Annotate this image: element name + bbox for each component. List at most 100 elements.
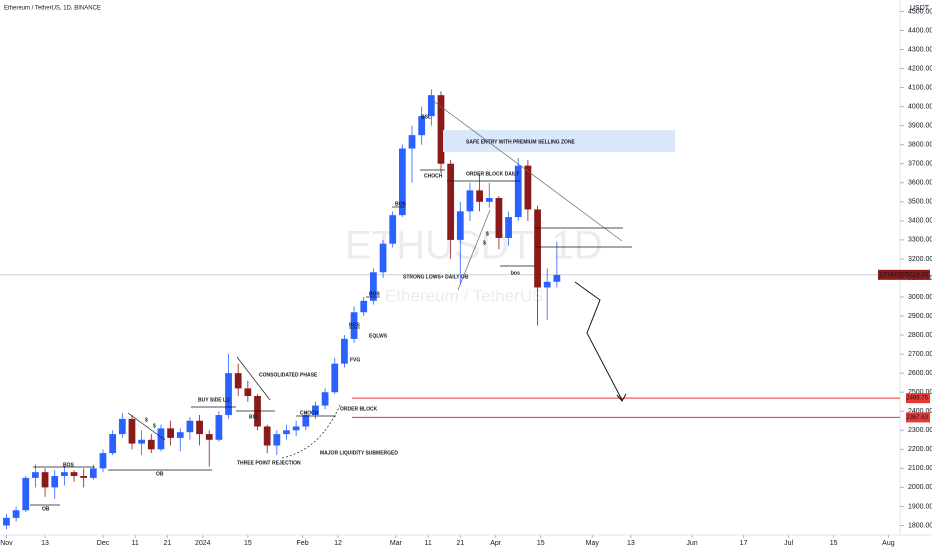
annotation: SAFE ENTRY WITH PREMIUM SELLING ZONE (466, 139, 576, 145)
y-tick-label: 2700.00 (908, 351, 932, 358)
candle-body (22, 477, 30, 511)
y-tick-label: 4500.00 (908, 8, 932, 15)
annotation: BUY SIDE LQ (198, 397, 230, 403)
candle-body (389, 215, 397, 244)
x-tick-label: Jul (784, 540, 793, 547)
price-label-box (878, 269, 930, 280)
y-tick-label: 2000.00 (908, 484, 932, 491)
candle-body (196, 420, 203, 435)
candle-body (167, 428, 174, 438)
candle-body (205, 434, 213, 440)
chart-title: Ethereum / TetherUS, 1D, BINANCE (4, 6, 101, 12)
drawings (30, 99, 675, 506)
y-tick-label: 2900.00 (908, 313, 932, 320)
y-tick-label: 3600.00 (908, 180, 932, 187)
candle-body (495, 198, 503, 238)
candle-body (524, 165, 532, 210)
candle-body (70, 472, 78, 476)
candle-body (437, 95, 445, 164)
x-tick-label: Aug (882, 540, 895, 547)
candle-body (128, 418, 136, 444)
y-tick-label: 2100.00 (908, 465, 932, 472)
annotation: BSL (421, 114, 431, 120)
x-tick-label: Dec (97, 540, 110, 547)
annotation: FVG (350, 357, 360, 363)
trend-line (431, 99, 623, 242)
candle-body (360, 300, 368, 313)
candle-body (215, 415, 223, 440)
x-tick-label: 11 (424, 540, 431, 547)
price-label: 3116.50 (907, 272, 929, 278)
x-tick-label: 11 (132, 540, 139, 547)
annotation: $ (153, 423, 156, 429)
annotation: CHOCH (300, 410, 319, 416)
x-tick-label: 21 (456, 540, 464, 547)
y-tick-label: 2800.00 (908, 332, 932, 339)
price-label: 2367.63 (906, 415, 928, 421)
annotation: $ (486, 231, 489, 237)
price-label-box (906, 393, 930, 404)
y-tick-label: 2300.00 (908, 427, 932, 434)
candle-body (12, 510, 20, 518)
candle-body (485, 198, 493, 202)
candle-body (244, 388, 252, 397)
y-tick-label: 4200.00 (908, 65, 932, 72)
annotation: bos (511, 270, 520, 276)
y-tick-label: 3300.00 (908, 237, 932, 244)
annotation: CONSOLIDATED PHASE (259, 372, 318, 378)
candle-body (427, 95, 435, 117)
price-label-box (906, 412, 930, 423)
axis-unit: USDT (910, 5, 930, 12)
candle-body (408, 135, 416, 149)
y-tick-label: 3900.00 (908, 123, 932, 130)
annotation: $ (483, 240, 486, 246)
x-tick-label: 15 (244, 540, 252, 547)
candle-body (225, 373, 232, 416)
y-tick-label: 2500.00 (908, 389, 932, 396)
candle-body (321, 392, 329, 406)
marks: 1800.00 1900.00 2000.00 2100.00 2200.00 2300.… (0, 8, 932, 547)
candle-body (138, 439, 146, 444)
candle-body (263, 426, 271, 446)
candle-body (234, 373, 242, 389)
annotation: ORDER BLOCK (340, 406, 378, 412)
candle-body (514, 165, 522, 218)
candle-body (60, 472, 68, 476)
y-tick-label: 3800.00 (908, 142, 932, 149)
candle-body (118, 418, 126, 435)
y-tick-label: 3400.00 (908, 218, 932, 225)
candle-body (350, 312, 358, 339)
candle-body (51, 475, 59, 488)
x-tick-label: Mar (390, 540, 403, 547)
candle-body (302, 415, 310, 427)
candle-body (447, 163, 455, 240)
y-tick-label: 3500.00 (908, 199, 932, 206)
x-tick-label: 15 (537, 540, 545, 547)
candle-body (186, 420, 194, 433)
curve (281, 404, 341, 459)
candle-body (41, 472, 49, 488)
trend-line (457, 209, 491, 291)
trend-line (127, 412, 166, 441)
candle-body (89, 468, 97, 478)
annotation: BOS (369, 291, 381, 297)
watermark-subtitle: Ethereum / TetherUS (385, 286, 543, 305)
annotation: STRONG LOWS+ DAILY OB (403, 274, 469, 280)
candle-body (109, 434, 117, 454)
y-tick-label: 2600.00 (908, 370, 932, 377)
x-tick-label: 12 (334, 540, 342, 547)
candle-body (32, 472, 39, 478)
x-tick-label: 13 (41, 540, 49, 547)
candle-body (466, 190, 474, 212)
annotations: SAFE ENTRY WITH PREMIUM SELLING ZONE ORD… (42, 114, 576, 512)
annotation: BSL (249, 414, 259, 420)
y-tick-label: 1800.00 (908, 522, 932, 529)
candle-body (157, 428, 165, 450)
candle-body (534, 209, 541, 288)
candle-body (543, 281, 551, 288)
price-label: 2468.75 (906, 396, 928, 402)
annotation: BOS (395, 201, 407, 207)
candle-body (292, 426, 300, 431)
x-tick-label: Nov (0, 540, 13, 547)
